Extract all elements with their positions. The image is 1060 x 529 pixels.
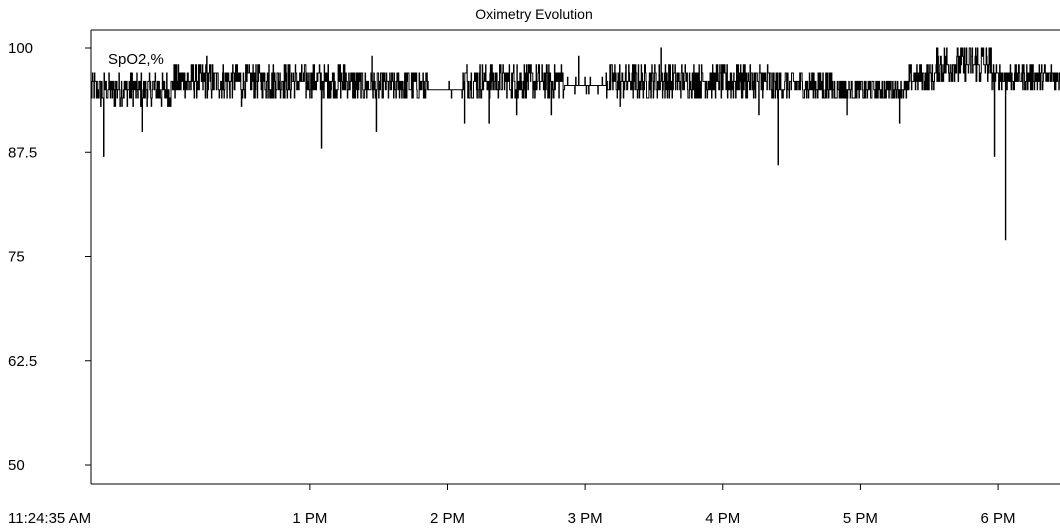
x-tick-label: 2 PM <box>430 510 465 527</box>
chart-title: Oximetry Evolution <box>475 6 592 22</box>
x-tick-label: 1 PM <box>292 510 327 527</box>
y-tick-label: 100 <box>8 40 33 57</box>
y-axis: 100 87.5 75 62.5 50 <box>8 40 91 474</box>
y-tick-label: 87.5 <box>8 144 37 161</box>
y-tick-label: 50 <box>8 457 25 474</box>
y-tick-label: 75 <box>8 249 25 266</box>
spo2-series-line <box>91 47 1060 241</box>
x-tick-label: 4 PM <box>705 510 740 527</box>
x-tick-label: 6 PM <box>981 510 1016 527</box>
x-axis: 11:24:35 AM 1 PM 2 PM 3 PM 4 PM 5 PM 6 PM <box>8 484 1016 527</box>
x-tick-label: 5 PM <box>843 510 878 527</box>
x-tick-label: 11:24:35 AM <box>8 510 91 527</box>
series-label: SpO2,% <box>108 51 164 68</box>
x-tick-label: 3 PM <box>568 510 603 527</box>
y-tick-label: 62.5 <box>8 353 37 370</box>
